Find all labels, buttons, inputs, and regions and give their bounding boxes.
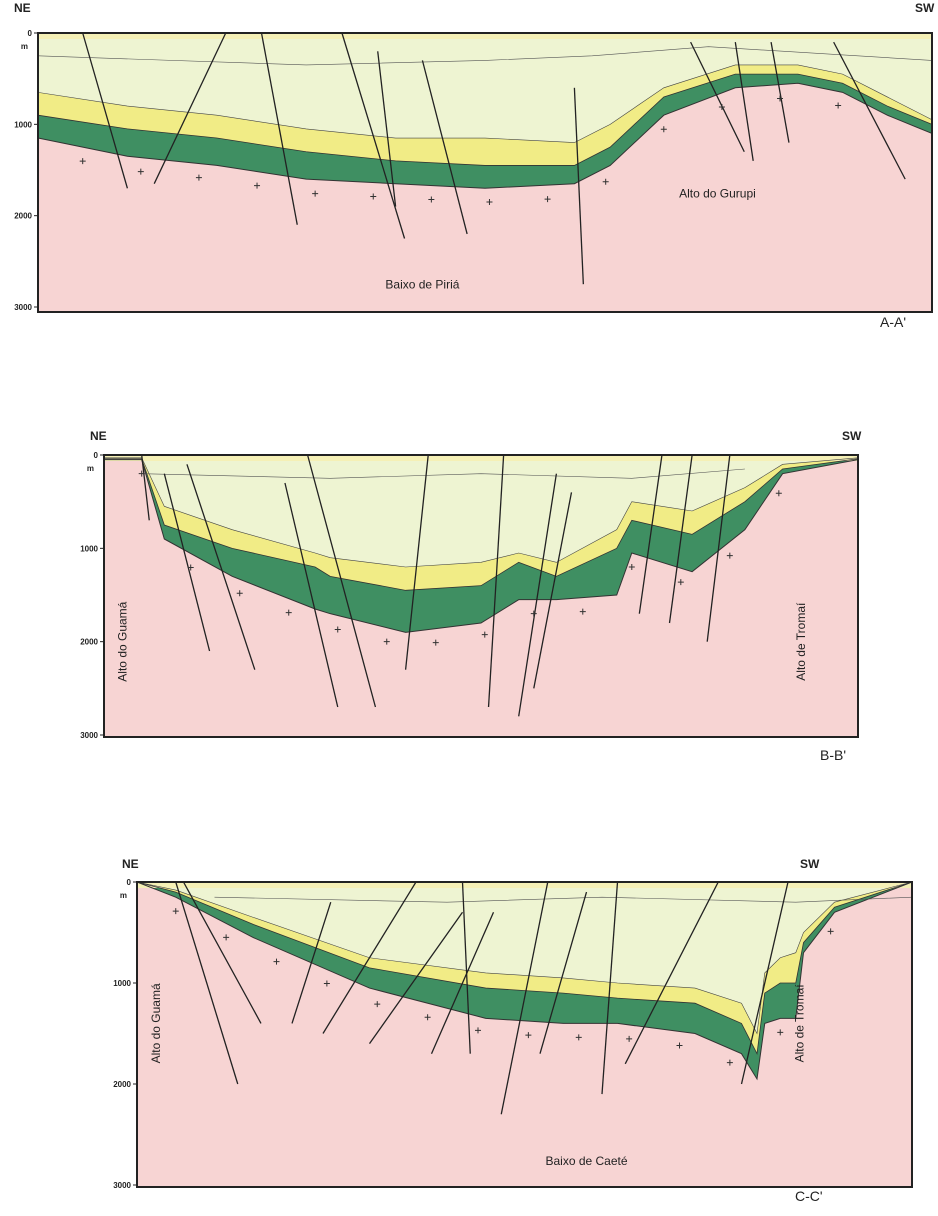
depth-label: 3000 bbox=[80, 731, 98, 740]
depth-unit: m bbox=[120, 891, 127, 900]
depth-label: 0 bbox=[94, 451, 99, 460]
section-name: B-B' bbox=[820, 747, 846, 763]
cross-sections: 0 1000 2000 3000 m NE SW A-A' Alto do Gurupi Baix… bbox=[0, 0, 938, 1211]
section: 0 1000 2000 3000 m NE SW B-B' Alto do Guamá Alto … bbox=[80, 429, 862, 763]
right-direction: SW bbox=[800, 857, 820, 871]
depth-unit: m bbox=[87, 464, 94, 473]
depth-label: 0 bbox=[127, 878, 132, 887]
place-label: Baixo de Piriá bbox=[385, 278, 459, 292]
depth-label: 1000 bbox=[80, 544, 98, 553]
place-label: Alto do Gurupi bbox=[679, 186, 756, 200]
place-label: Alto de Tromaí bbox=[794, 602, 808, 681]
depth-unit: m bbox=[21, 42, 28, 51]
depth-label: 2000 bbox=[80, 638, 98, 647]
place-label: Alto do Guamá bbox=[116, 601, 130, 681]
right-direction: SW bbox=[842, 429, 862, 443]
depth-label: 2000 bbox=[14, 212, 32, 221]
place-label: Alto de Tromaí bbox=[793, 984, 807, 1063]
right-direction: SW bbox=[915, 1, 935, 15]
place-label: Baixo de Caeté bbox=[545, 1154, 627, 1168]
left-direction: NE bbox=[90, 429, 107, 443]
depth-label: 2000 bbox=[113, 1080, 131, 1089]
depth-label: 0 bbox=[28, 29, 33, 38]
left-direction: NE bbox=[14, 1, 31, 15]
depth-label: 3000 bbox=[113, 1181, 131, 1190]
section-name: A-A' bbox=[880, 314, 906, 330]
page: 0 1000 2000 3000 m NE SW A-A' Alto do Gurupi Baix… bbox=[0, 0, 938, 1211]
section: 0 1000 2000 3000 m NE SW A-A' Alto do Gurupi Baix… bbox=[14, 1, 935, 330]
place-label: Alto do Guamá bbox=[149, 983, 163, 1063]
depth-label: 1000 bbox=[14, 120, 32, 129]
left-direction: NE bbox=[122, 857, 139, 871]
depth-label: 1000 bbox=[113, 979, 131, 988]
depth-label: 3000 bbox=[14, 303, 32, 312]
section: 0 1000 2000 3000 m NE SW C-C' Alto do Guamá Alto … bbox=[113, 857, 912, 1204]
section-name: C-C' bbox=[795, 1188, 823, 1204]
